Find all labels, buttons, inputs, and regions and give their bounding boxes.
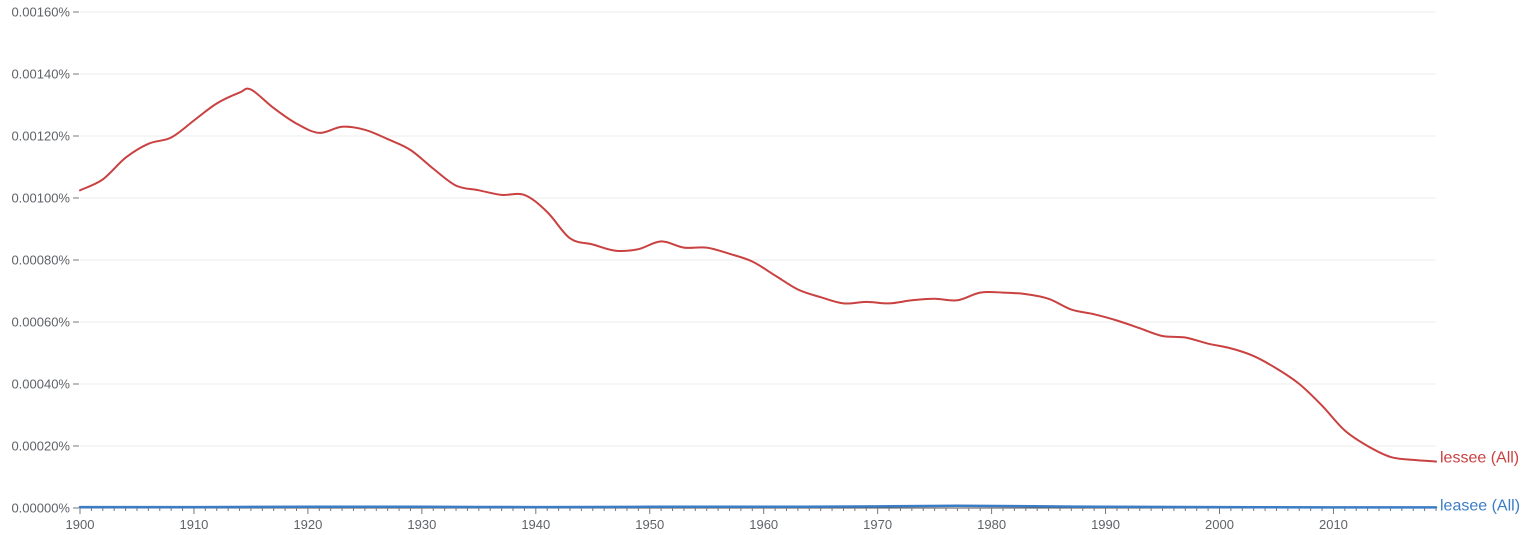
- series-line-2[interactable]: [78, 504, 1438, 509]
- x-tick-label: 1970: [863, 517, 892, 532]
- y-tick-label: 0.00000%: [11, 501, 70, 516]
- x-tick-label: 1990: [1091, 517, 1120, 532]
- x-tick-label: 2000: [1205, 517, 1234, 532]
- y-tick-label: 0.00040%: [11, 377, 70, 392]
- series-label-1[interactable]: lessee (All): [1440, 450, 1519, 467]
- series-lines: [78, 87, 1438, 509]
- x-tick-label: 2010: [1319, 517, 1348, 532]
- x-tick-label: 1930: [407, 517, 436, 532]
- y-tick-label: 0.00160%: [11, 5, 70, 20]
- series-label-2[interactable]: leasee (All): [1440, 497, 1520, 514]
- x-tick-label: 1910: [179, 517, 208, 532]
- series-end-labels: lessee (All) leasee (All): [1440, 450, 1520, 515]
- x-tick-label: 1920: [293, 517, 322, 532]
- x-tick-label: 1980: [977, 517, 1006, 532]
- x-tick-label: 1960: [749, 517, 778, 532]
- y-tick-label: 0.00140%: [11, 67, 70, 82]
- y-tick-label: 0.00080%: [11, 253, 70, 268]
- grid-lines: [80, 11, 1436, 447]
- y-tick-label: 0.00020%: [11, 439, 70, 454]
- y-tick-label: 0.00060%: [11, 315, 70, 330]
- y-tick-label: 0.00100%: [11, 191, 70, 206]
- x-tick-label: 1940: [521, 517, 550, 532]
- y-axis: 0.00000% 0.00020% 0.00040% 0.00060% 0.00080%…: [11, 5, 79, 516]
- series-line-1[interactable]: [79, 87, 1437, 463]
- x-tick-label: 1900: [66, 517, 95, 532]
- x-tick-label: 1950: [635, 517, 664, 532]
- x-axis: 1900 1910 1920 1930 1940 1950 1960 1970 1980 1990…: [66, 507, 1437, 532]
- y-tick-label: 0.00120%: [11, 129, 70, 144]
